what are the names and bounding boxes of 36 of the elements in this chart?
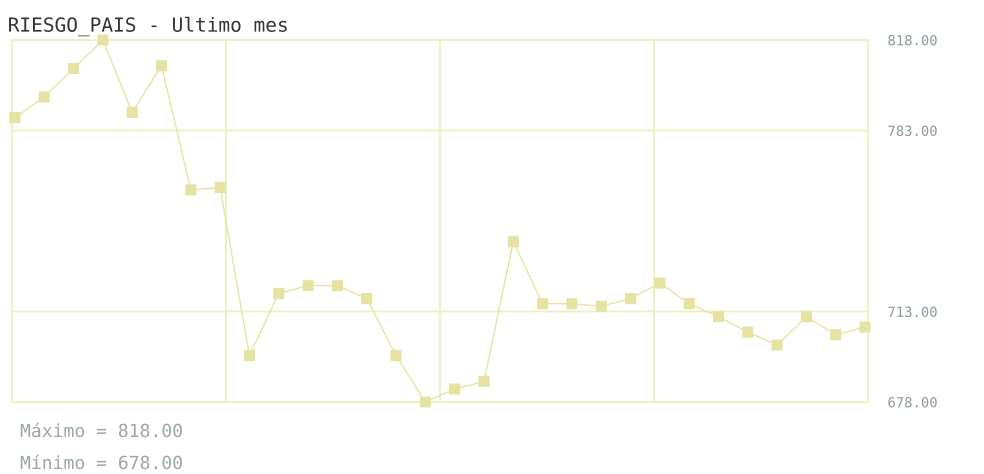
point [126,106,138,118]
point [420,396,431,408]
text: Máximo = 818.00 [20,422,182,438]
point [508,236,519,248]
y-tick-label: 678.00 [888,397,937,408]
point [302,280,314,292]
y-tick-label: 713.00 [888,306,937,318]
point [596,300,607,312]
point [449,384,460,395]
point [214,182,226,193]
y-tick-label: 783.00 [888,126,937,136]
point [772,340,783,351]
point [9,112,20,124]
point [38,91,50,102]
chart-title: RIESGO_PAIS - Ultimo mes [9,16,287,36]
point [712,311,724,322]
point [624,293,636,304]
point [742,326,754,338]
point [654,278,666,289]
text: Mínimo = 678.00 [20,454,182,470]
point [800,311,812,322]
point [860,321,871,333]
point [478,376,490,387]
point [332,280,343,292]
point [537,298,548,310]
point [390,350,402,362]
y-tick-label: 818.00 [888,35,937,46]
point [185,184,196,196]
point [68,62,80,74]
point [244,350,256,362]
point [684,298,695,310]
point [361,293,372,304]
point [156,60,168,72]
point [830,329,842,340]
point [273,288,284,299]
point [566,298,578,310]
